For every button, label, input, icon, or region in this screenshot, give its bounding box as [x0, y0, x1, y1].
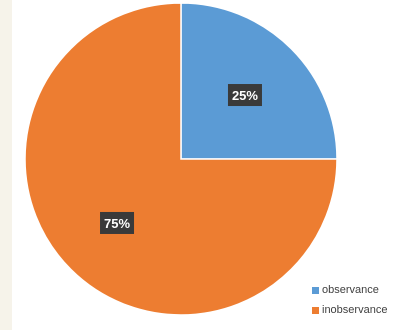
chart-panel: 25% 75% observance inobservance [12, 0, 411, 330]
legend-swatch-observance [312, 286, 319, 294]
legend-item-inobservance: inobservance [312, 300, 387, 320]
legend-label-inobservance: inobservance [322, 304, 388, 316]
data-label-text-inobservance: 75% [104, 216, 130, 231]
pie-chart: 25% 75% [24, 2, 338, 316]
legend-label-observance: observance [322, 284, 379, 296]
pie-slice-inobservance [24, 2, 338, 316]
legend-item-observance: observance [312, 280, 387, 300]
pie-slice-observance [180, 2, 338, 160]
legend-swatch-inobservance [312, 306, 319, 314]
data-label-inobservance: 75% [100, 211, 135, 234]
legend: observance inobservance [312, 280, 387, 320]
data-label-text-observance: 25% [232, 88, 258, 103]
data-label-observance: 25% [227, 84, 262, 107]
